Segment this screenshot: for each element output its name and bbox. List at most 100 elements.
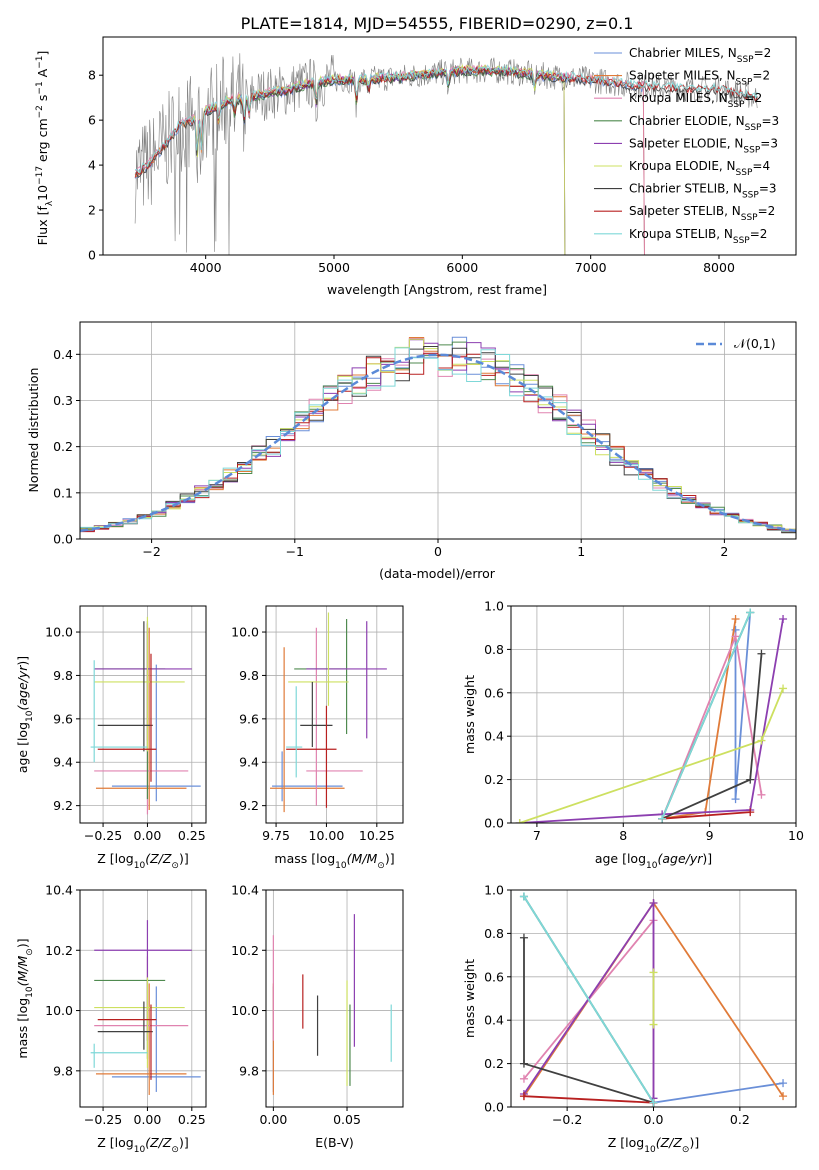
weight-marker bbox=[746, 608, 755, 617]
errorbar-kroupa-elodie bbox=[94, 616, 185, 752]
weight-marker bbox=[757, 790, 766, 799]
residuals-panel: −2 −1 0 1 2 0.0 0.1 0.2 0.3 0.4 𝒩(0,1) (data-model)… bbox=[26, 321, 797, 581]
tick-label-y: 10.2 bbox=[231, 943, 259, 958]
errorbar-salpeter-elodie bbox=[94, 621, 192, 741]
tick-label-y: 0.3 bbox=[53, 393, 73, 408]
axes-border bbox=[102, 36, 797, 256]
tick-label-y: 9.2 bbox=[239, 798, 259, 813]
tick-label-x: 9 bbox=[706, 828, 714, 843]
weight-marker bbox=[779, 684, 788, 693]
weight-marker bbox=[519, 933, 528, 942]
tick-label-y: 0.0 bbox=[484, 816, 504, 831]
weight-marker bbox=[757, 736, 766, 745]
weight-series-kroupa-elodie bbox=[649, 968, 658, 1029]
x-axis-label: mass [log10(M/M⊙)] bbox=[274, 851, 394, 871]
tick-label-x: 0.00 bbox=[134, 828, 162, 843]
histogram-kroupa-stelib bbox=[80, 347, 796, 532]
errorbar-chabrier-stelib bbox=[300, 681, 333, 748]
tick-label-y: 0.1 bbox=[53, 485, 73, 500]
errorbar-salpeter-miles bbox=[95, 627, 187, 810]
tick-label-x: 0.0 bbox=[644, 1112, 664, 1127]
axes-frame: −2 −1 0 1 2 0.0 0.1 0.2 0.3 0.4 bbox=[53, 321, 797, 559]
tick-label-y: 9.8 bbox=[239, 1063, 259, 1078]
errorbar-salpeter-elodie bbox=[306, 621, 387, 739]
errorbar-salpeter-stelib bbox=[97, 653, 157, 782]
tick-label-y: 9.8 bbox=[53, 668, 73, 683]
model-line-chabrier-miles bbox=[134, 66, 645, 255]
axes-border bbox=[265, 889, 404, 1108]
axes-frame: −0.25 0.00 0.25 9.8 10.0 10.2 10.4 bbox=[45, 883, 207, 1127]
tick-label-y: 9.8 bbox=[53, 1063, 73, 1078]
tick-label-x: −2 bbox=[142, 544, 160, 559]
tick-label-x: 10.00 bbox=[309, 828, 345, 843]
model-line-chabrier-stelib bbox=[134, 67, 758, 178]
weight-marker bbox=[779, 615, 788, 624]
errorbar-salpeter-miles bbox=[270, 647, 345, 813]
tick-label-x: −0.2 bbox=[552, 1112, 582, 1127]
weight-marker bbox=[649, 1020, 658, 1029]
errorbar-salpeter-miles bbox=[95, 983, 187, 1095]
x-axis-label: (data-model)/error bbox=[379, 566, 496, 581]
legend-label: Kroupa MILES, NSSP=2 bbox=[629, 91, 762, 110]
weight-marker bbox=[731, 632, 740, 641]
weight-marker bbox=[519, 892, 528, 901]
weight-vs-metallicity-panel: −0.2 0.0 0.2 0.0 0.2 0.4 0.6 0.8 1.0 Z [log10(Z/Z… bbox=[462, 883, 797, 1155]
legend-label: Chabrier ELODIE, NSSP=3 bbox=[629, 114, 779, 133]
errorbar-chabrier-miles bbox=[111, 986, 201, 1092]
weight-marker bbox=[658, 814, 667, 823]
weight-marker bbox=[757, 649, 766, 658]
age-vs-mass-panel: 9.75 10.00 10.25 9.2 9.4 9.6 9.8 10.0 mass [log1… bbox=[231, 605, 404, 871]
tick-label-y: 9.4 bbox=[53, 755, 73, 770]
weight-line bbox=[662, 811, 751, 820]
weight-line bbox=[519, 618, 784, 823]
weight-marker bbox=[731, 615, 740, 624]
errorbar-kroupa-stelib bbox=[90, 1043, 148, 1068]
tick-label-y: 10.0 bbox=[231, 1003, 259, 1018]
weight-series-kroupa-miles bbox=[519, 916, 658, 1107]
tick-label-y: 0.4 bbox=[484, 1013, 504, 1028]
tick-label-y: 0.4 bbox=[484, 729, 504, 744]
tick-label-x: 0.25 bbox=[178, 1112, 206, 1127]
errorbar-chabrier-miles bbox=[272, 751, 343, 802]
histogram-chabrier-stelib bbox=[80, 346, 796, 534]
tick-label-x: 4000 bbox=[190, 260, 222, 275]
errorbar-chabrier-miles bbox=[111, 664, 201, 802]
tick-label-y: 0.6 bbox=[484, 969, 504, 984]
axes-frame: −0.2 0.0 0.2 0.0 0.2 0.4 0.6 0.8 1.0 bbox=[484, 883, 797, 1127]
age-vs-metallicity-panel: −0.25 0.00 0.25 9.2 9.4 9.6 9.8 10.0 Z [log10(Z/… bbox=[15, 605, 207, 871]
model-line-chabrier-elodie bbox=[192, 67, 566, 255]
tick-label-y: 10.2 bbox=[45, 943, 73, 958]
tick-label-y: 9.6 bbox=[239, 711, 259, 726]
legend-label: Salpeter MILES, NSSP=2 bbox=[629, 69, 770, 88]
tick-label-x: −0.25 bbox=[84, 828, 122, 843]
x-axis-label: Z [log10(Z/Z⊙)] bbox=[97, 851, 188, 871]
tick-label-y: 0.0 bbox=[484, 1100, 504, 1115]
legend-label: Chabrier MILES, NSSP=2 bbox=[629, 46, 771, 65]
y-axis-label: mass weight bbox=[462, 959, 477, 1038]
errorbar-kroupa-stelib bbox=[286, 686, 303, 778]
tick-label-y: 1.0 bbox=[484, 599, 504, 614]
tick-label-y: 9.2 bbox=[53, 798, 73, 813]
errorbar-chabrier-elodie bbox=[94, 623, 166, 800]
weight-marker bbox=[779, 1079, 788, 1088]
tick-label-x: 0.05 bbox=[333, 1112, 361, 1127]
legend-label: Salpeter ELODIE, NSSP=3 bbox=[629, 136, 778, 155]
tick-label-x: 0 bbox=[434, 544, 442, 559]
weight-marker bbox=[731, 795, 740, 804]
y-axis-label: Flux [fλ10−17 erg cm−2 s−1 A−1] bbox=[35, 51, 55, 246]
weight-series-kroupa-stelib bbox=[658, 608, 755, 823]
tick-label-x: 0.25 bbox=[178, 828, 206, 843]
weight-vs-age-panel: 7 8 9 10 0.0 0.2 0.4 0.6 0.8 1.0 age [log10(age/yr… bbox=[462, 599, 804, 872]
x-axis-label: E(B-V) bbox=[315, 1135, 354, 1150]
tick-label-y: 0.0 bbox=[53, 532, 73, 547]
tick-label-x: 2 bbox=[720, 544, 728, 559]
tick-label-x: −1 bbox=[286, 544, 304, 559]
weight-marker bbox=[746, 775, 755, 784]
tick-label-y: 0.2 bbox=[484, 772, 504, 787]
tick-label-x: 5000 bbox=[318, 260, 350, 275]
axes-frame: 0.00 0.05 9.8 10.0 10.2 10.4 bbox=[231, 883, 404, 1127]
weight-line bbox=[661, 618, 737, 820]
weight-marker bbox=[649, 968, 658, 977]
errorbar-kroupa-miles bbox=[94, 956, 189, 1041]
